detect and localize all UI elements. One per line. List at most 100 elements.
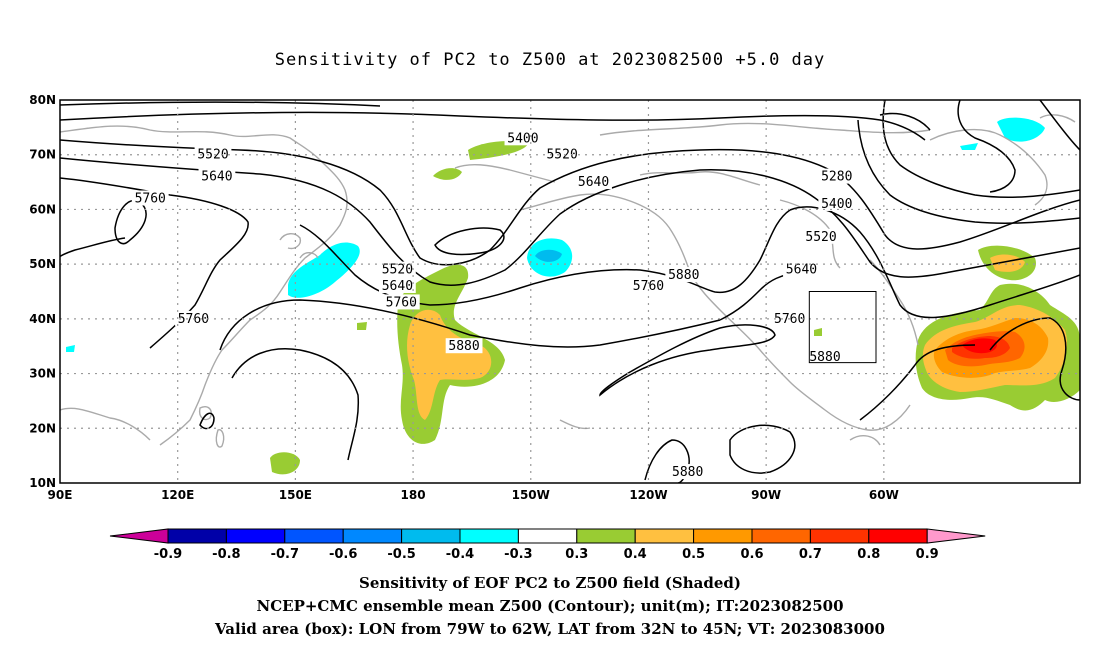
contour-label: 5880 [672, 465, 703, 480]
lon-tick-label: 90W [751, 488, 781, 502]
contour-label-bg [445, 338, 483, 354]
contour-label: 5640 [201, 170, 232, 185]
lon-tick-label: 120E [161, 488, 194, 502]
latitude-tick-labels: 80N 70N 60N 50N 40N 30N 20N 10N [29, 93, 56, 490]
colorbar-segment [576, 528, 636, 544]
height-contours [60, 100, 1080, 483]
lon-tick-label: 90E [48, 488, 73, 502]
contour-label: 5640 [786, 263, 817, 278]
lat-tick-label: 40N [29, 312, 56, 326]
colorbar-segment [634, 528, 695, 544]
lon-tick-label: 120W [629, 488, 667, 502]
colorbar-label: 0.7 [799, 547, 822, 562]
contour-label-bg [818, 195, 856, 211]
figure-title: Sensitivity of PC2 to Z500 at 2023082500… [274, 50, 826, 70]
caption-line-3: Valid area (box): LON from 79W to 62W, L… [215, 620, 885, 638]
lon-tick-label: 60W [869, 488, 899, 502]
contour-label: 5640 [382, 279, 413, 294]
colorbar-segment [167, 528, 227, 544]
contour-label: 5520 [197, 148, 228, 163]
colorbar-label: -0.6 [329, 547, 357, 562]
colorbar-label: 0.5 [682, 547, 705, 562]
colorbar-segment [342, 528, 403, 544]
contour-label: 5760 [633, 279, 664, 294]
contour-label-bg [504, 130, 542, 146]
contour-label: 5520 [546, 148, 577, 163]
contour-label: 5520 [805, 230, 836, 245]
colorbar-segment [693, 528, 753, 544]
valid-area-box [808, 291, 877, 364]
contour-label-bg [382, 294, 420, 310]
contour-5760-mid [299, 206, 1080, 319]
contour-5880-atl [859, 344, 976, 421]
colorbar-low-arrow [109, 528, 169, 544]
lat-tick-label: 10N [29, 476, 56, 490]
colorbar-label: -0.3 [504, 547, 532, 562]
contour-label: 5520 [382, 263, 413, 278]
caption-line-1: Sensitivity of EOF PC2 to Z500 field (Sh… [359, 574, 741, 592]
contour-label: 5760 [386, 295, 417, 310]
colorbar: -0.9 -0.8 -0.7 -0.6 -0.5 -0.4 -0.3 0.3 0.4 0.5 0.6… [109, 528, 986, 562]
colorbar-label: 0.4 [624, 547, 647, 562]
lon-tick-label: 180 [401, 488, 426, 502]
contour-5520 [60, 139, 1080, 266]
lat-lon-grid [60, 100, 1080, 483]
sensitivity-shading [66, 117, 1080, 475]
lat-tick-label: 70N [29, 148, 56, 162]
longitude-tick-labels: 90E 120E 150E 180 150W 120W 90W 60W [48, 488, 899, 502]
contour-label-bg [194, 146, 232, 162]
contour-label-bg [198, 168, 236, 184]
contour-label: 5760 [135, 191, 166, 206]
contour-label-bg [783, 261, 820, 277]
contour-5880 [219, 299, 721, 351]
lat-tick-label: 80N [29, 93, 56, 107]
colorbar-segment [751, 528, 811, 544]
contour-label-bg [378, 261, 416, 277]
contour-label-bg [806, 349, 844, 365]
colorbar-label: -0.4 [446, 547, 474, 562]
contour-label-bg [575, 174, 612, 190]
contour-label: 5400 [821, 197, 852, 212]
lat-tick-label: 50N [29, 257, 56, 271]
positive-region-arctic [468, 141, 528, 160]
contour-label: 5640 [578, 175, 609, 190]
map-frame [59, 99, 1081, 484]
contour-label: 5880 [668, 268, 699, 283]
contour-label-bg [131, 190, 169, 206]
contour-5280-left [60, 101, 381, 107]
contour-label-bg [818, 168, 856, 184]
coastlines [60, 114, 1076, 448]
colorbar-label: -0.9 [154, 547, 182, 562]
negative-region-japan [288, 242, 360, 298]
contour-label: 5400 [507, 131, 538, 146]
contour-label-bg [543, 146, 581, 162]
colorbar-label: 0.8 [857, 547, 880, 562]
contour-label: 5880 [809, 350, 840, 365]
lon-tick-label: 150E [279, 488, 312, 502]
contour-5400 [60, 111, 926, 141]
colorbar-label: -0.8 [212, 547, 240, 562]
colorbar-label: 0.3 [565, 547, 588, 562]
contour-label-bg [378, 278, 416, 294]
contour-label-bg [669, 464, 707, 480]
negative-region-greenland [997, 117, 1045, 142]
contour-label-bg [802, 228, 840, 244]
lat-tick-label: 20N [29, 421, 56, 435]
colorbar-label: -0.7 [271, 547, 299, 562]
contour-label-bg [665, 267, 703, 283]
colorbar-label: 0.6 [740, 547, 763, 562]
colorbar-segment [809, 528, 870, 544]
lon-tick-label: 150W [512, 488, 550, 502]
colorbar-label: -0.5 [387, 547, 415, 562]
caption-line-2: NCEP+CMC ensemble mean Z500 (Contour); u… [256, 597, 844, 615]
colorbar-segment [868, 528, 928, 544]
colorbar-segment [517, 528, 578, 544]
colorbar-high-arrow [926, 528, 986, 544]
contour-label-bg [630, 278, 667, 294]
lat-tick-label: 60N [29, 202, 56, 216]
colorbar-segment [401, 528, 461, 544]
colorbar-segment [225, 528, 286, 544]
colorbar-segment [284, 528, 344, 544]
